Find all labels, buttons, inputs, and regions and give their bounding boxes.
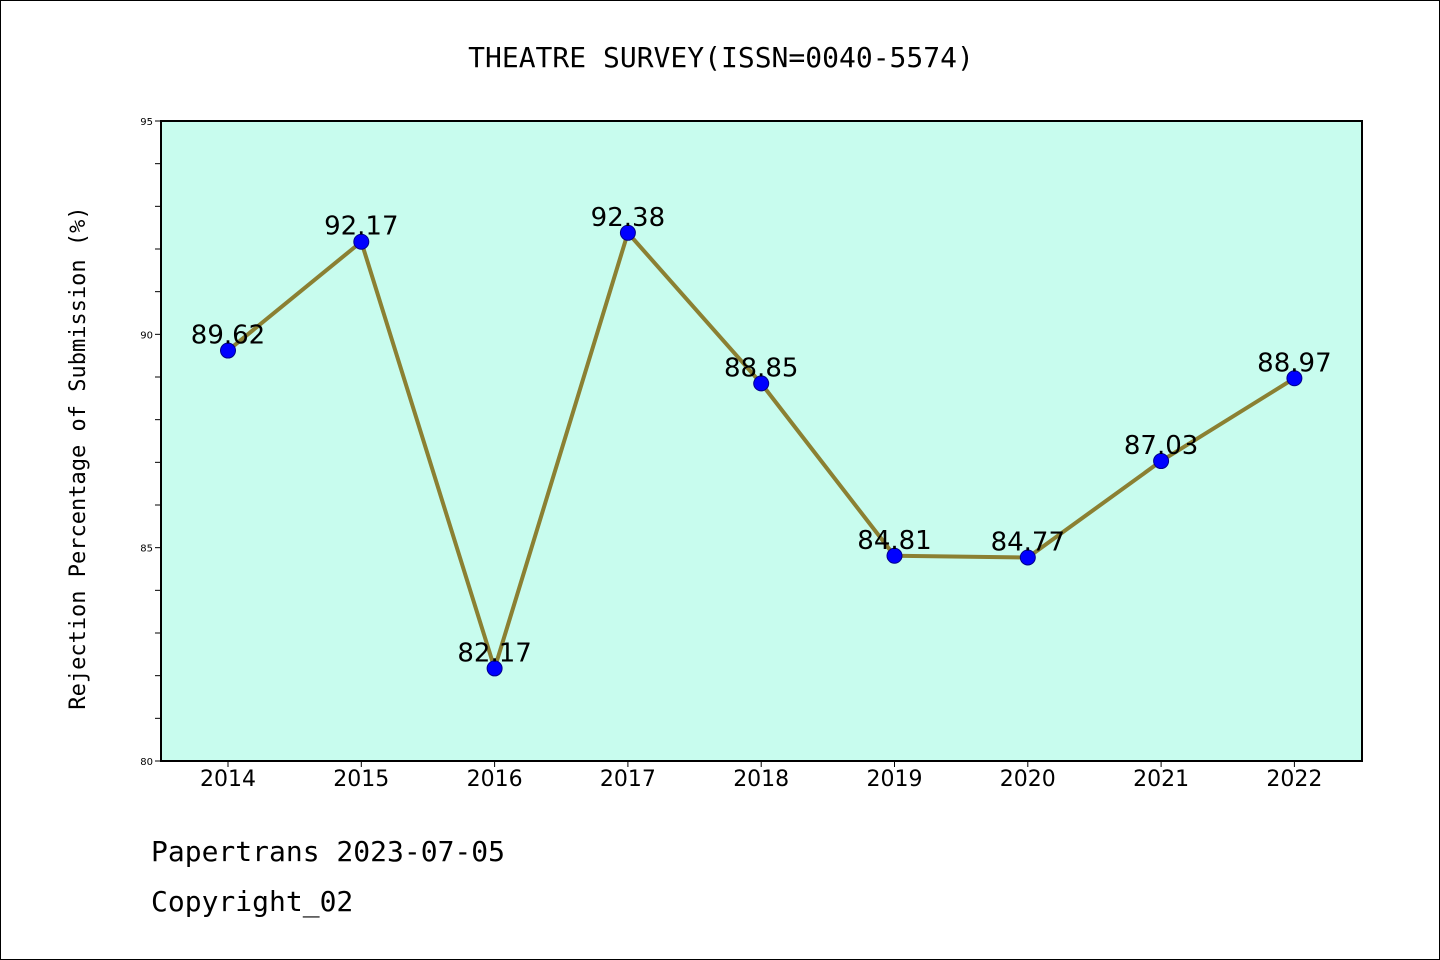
data-point: [486, 660, 503, 677]
data-point: [1153, 453, 1170, 470]
data-label: 84.81: [857, 526, 931, 556]
y-tick-label: 85: [140, 544, 153, 555]
y-axis-label: Rejection Percentage of Submission (%): [66, 206, 91, 709]
x-tick-label: 2015: [333, 767, 389, 792]
data-label: 88.85: [724, 353, 798, 383]
data-point: [619, 224, 636, 241]
axis-ticks: 80 85 90 95 2014 2015 2016 2017 2018 2019 2020 2021…: [140, 117, 1322, 792]
chart-title: THEATRE SURVEY(ISSN=0040-5574): [468, 41, 974, 74]
data-label: 82.17: [457, 638, 531, 668]
x-tick-label: 2016: [467, 767, 523, 792]
data-series: 89.62 92.17 82.17 92.38 88.85 84.81 84.77 87.03…: [191, 203, 1332, 677]
x-tick-label: 2014: [200, 767, 256, 792]
x-tick-label: 2018: [733, 767, 789, 792]
data-label: 92.38: [591, 203, 665, 233]
plot-area: [161, 121, 1362, 761]
data-point: [1019, 549, 1036, 566]
data-point: [220, 342, 236, 359]
data-point: [886, 547, 903, 564]
x-tick-label: 2017: [600, 767, 656, 792]
plot-border: [160, 120, 1363, 762]
x-tick-label: 2021: [1133, 767, 1189, 792]
x-tick-label: 2022: [1266, 767, 1322, 792]
y-tick-label: 90: [140, 330, 153, 341]
x-tick-label: 2019: [867, 767, 923, 792]
footer-copyright: Copyright_02: [151, 885, 354, 918]
data-point: [353, 233, 370, 250]
y-tick-label: 95: [140, 117, 153, 128]
data-label: 89.62: [191, 321, 265, 351]
data-point: [753, 375, 770, 392]
y-tick-label: 80: [140, 757, 153, 768]
data-label: 92.17: [324, 212, 398, 242]
data-label: 87.03: [1124, 431, 1198, 461]
data-point: [1286, 370, 1303, 387]
x-tick-label: 2020: [1000, 767, 1056, 792]
data-label: 88.97: [1257, 348, 1331, 378]
footer-date: Papertrans 2023-07-05: [151, 835, 506, 868]
data-label: 84.77: [991, 527, 1065, 557]
